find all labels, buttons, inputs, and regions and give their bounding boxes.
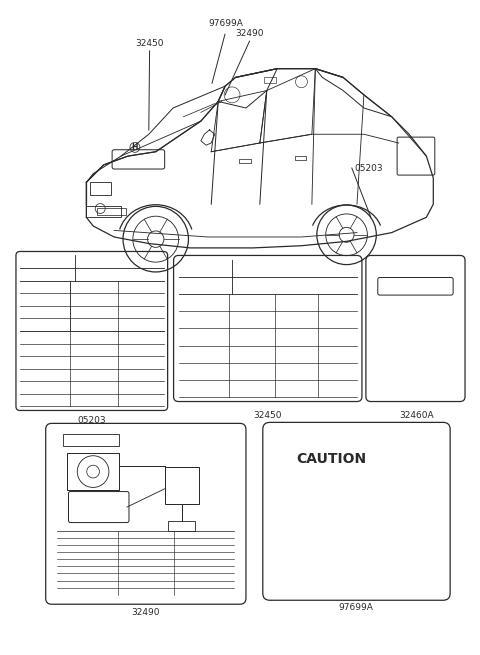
Bar	[239, 159, 251, 162]
Text: 32490: 32490	[132, 608, 160, 617]
Text: 97699A: 97699A	[338, 603, 373, 612]
Text: 32490: 32490	[235, 29, 264, 38]
Text: 97699A: 97699A	[208, 20, 243, 28]
Text: 32450: 32450	[253, 411, 282, 421]
Bar	[165, 466, 199, 504]
Text: 32460A: 32460A	[399, 411, 434, 421]
Text: 05203: 05203	[355, 164, 384, 172]
Bar	[86, 206, 121, 217]
Text: CAUTION: CAUTION	[296, 452, 366, 466]
Bar	[90, 182, 110, 195]
Bar	[264, 77, 276, 83]
Bar	[67, 453, 120, 490]
Bar	[168, 521, 195, 531]
Bar	[63, 434, 120, 446]
Text: 05203: 05203	[77, 417, 106, 426]
Text: H: H	[132, 143, 138, 152]
Bar	[295, 157, 306, 160]
Text: 32450: 32450	[135, 39, 164, 48]
Bar	[97, 208, 127, 215]
